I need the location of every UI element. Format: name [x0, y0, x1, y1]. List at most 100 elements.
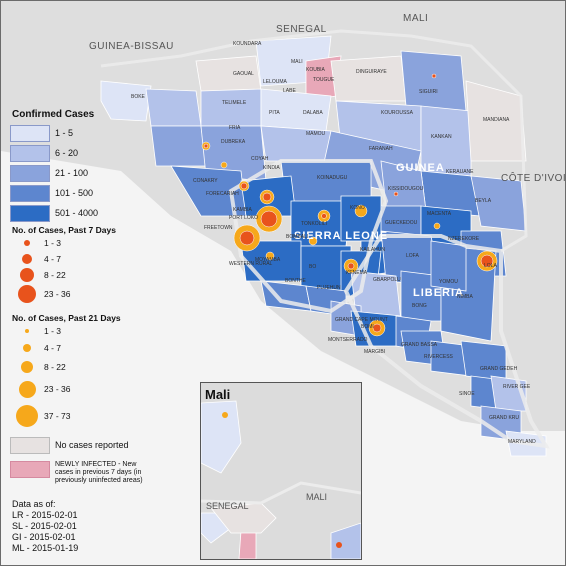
place-label: KONO	[350, 205, 365, 211]
place-label: MANDIANA	[483, 117, 510, 123]
place-label: LOLA	[484, 263, 497, 269]
date-sl: SL - 2015-02-01	[12, 521, 77, 531]
date-ml: ML - 2015-01-19	[12, 543, 79, 553]
place-label: GRAND CAPE MOUNT	[335, 317, 388, 323]
inset-label-senegal: SENEGAL	[206, 501, 249, 511]
confirmed-swatch	[10, 204, 50, 222]
past7-circle	[347, 262, 355, 270]
past21-dot	[16, 405, 38, 427]
confirmed-swatch	[10, 164, 50, 182]
past21-label: 1 - 3	[44, 326, 62, 336]
no-cases-label: No cases reported	[55, 440, 129, 450]
place-label: KAMBIA	[233, 207, 253, 213]
place-label: GBARPOLU	[373, 277, 401, 283]
past21-label: 23 - 36	[44, 384, 71, 394]
place-label: DALABA	[303, 110, 323, 116]
legend-past21-row: 4 - 7	[10, 339, 160, 357]
place-label: GUECKEDOU	[385, 220, 418, 226]
region-boke	[100, 80, 152, 122]
past21-circle	[354, 204, 368, 218]
place-label: LABE	[283, 88, 296, 94]
legend: Confirmed Cases 1 - 5 6 - 20 21 - 100 101 -…	[10, 109, 160, 485]
past21-label: 4 - 7	[44, 343, 62, 353]
label-cote-divoire: CÔTE D'IVOIRE	[501, 171, 565, 184]
past7-dot	[22, 254, 32, 264]
region-grand-gedeh	[460, 340, 507, 382]
place-label: FORECARIAH	[206, 191, 239, 197]
place-label: MAMOU	[306, 131, 326, 137]
region-siguiri	[400, 50, 467, 112]
place-label: BOMBALI	[286, 234, 308, 240]
place-label: PUJEHUN	[317, 285, 341, 291]
past7-dot	[18, 285, 36, 303]
newly-infected-swatch	[10, 461, 50, 478]
place-label: TONKOLILI	[301, 221, 327, 227]
past21-circle	[265, 251, 275, 261]
place-label: GRAND GEDEH	[480, 366, 518, 372]
past7-circle	[372, 323, 382, 333]
legend-past21-row: 23 - 36	[10, 377, 160, 401]
legend-confirmed-row: 21 - 100	[10, 163, 160, 183]
place-label: GRAND BASSA	[401, 342, 438, 348]
place-label: LOFA	[406, 253, 419, 259]
place-label: KENEMA	[346, 270, 368, 276]
past7-circle	[480, 254, 494, 268]
confirmed-swatch	[10, 144, 50, 162]
place-label: PORT LOKO	[229, 215, 258, 221]
label-sierra-leone: SIERRA LEONE	[294, 230, 388, 242]
inset-circle	[336, 542, 342, 548]
border-sierra-leone	[228, 159, 389, 314]
past21-dot	[23, 344, 31, 352]
region-pita	[200, 88, 262, 127]
place-label: MACENTA	[427, 211, 452, 217]
data-as-of-title: Data as of:	[12, 499, 56, 509]
confirmed-swatch	[10, 124, 50, 142]
past21-dot	[21, 361, 33, 373]
border-guinea	[100, 29, 528, 253]
label-guinea: GUINEA	[396, 162, 445, 174]
past7-circle	[240, 182, 248, 190]
legend-past7-row: 4 - 7	[10, 251, 160, 267]
place-label: TELIMELE	[222, 100, 247, 106]
past21-circle	[308, 236, 318, 246]
past-7-days-title: No. of Cases, Past 7 Days	[12, 225, 116, 235]
past21-label: 8 - 22	[44, 362, 66, 372]
place-label: MARYLAND	[508, 439, 536, 445]
past7-label: 23 - 36	[44, 289, 71, 299]
place-label: KAILAHUN	[360, 247, 385, 253]
label-senegal: SENEGAL	[276, 24, 327, 35]
place-label: FARANAH	[369, 146, 393, 152]
legend-newly-infected: NEWLY INFECTED - New cases in previous 7…	[10, 461, 160, 485]
place-label: BONTHE	[285, 278, 307, 284]
past21-dot	[25, 329, 29, 333]
mali-inset-map	[201, 383, 361, 559]
label-mali: MALI	[403, 13, 428, 24]
place-label: KOUNDARA	[233, 41, 262, 47]
past21-label: 37 - 73	[44, 411, 71, 421]
inset-label-mali: MALI	[306, 492, 328, 502]
place-label: DINGUIRAYE	[356, 69, 387, 75]
place-label: FRIA	[229, 125, 241, 131]
place-label: BO	[309, 264, 316, 270]
place-label: KOUBIA	[306, 67, 326, 73]
region-mandiana	[465, 80, 527, 162]
place-label: SINOE	[459, 391, 475, 397]
confirmed-label: 21 - 100	[55, 168, 89, 178]
past7-circle	[239, 230, 255, 246]
border-liberia	[343, 234, 550, 449]
mali-inset: Mali MALI SENEGAL	[200, 382, 362, 560]
past7-circle	[203, 143, 209, 149]
data-as-of: Data as of: LR - 2015-02-01 SL - 2015-02…	[12, 499, 78, 554]
legend-confirmed-row: 1 - 5	[10, 123, 160, 143]
inset-circle	[222, 412, 228, 418]
place-label: WESTERN RURAL	[229, 261, 273, 267]
legend-past21-row: 1 - 3	[10, 323, 160, 339]
place-label: KOINADUGU	[317, 175, 348, 181]
past7-label: 4 - 7	[44, 254, 62, 264]
legend-past7-row: 1 - 3	[10, 235, 160, 251]
past21-circle	[433, 222, 441, 230]
legend-confirmed-row: 6 - 20	[10, 143, 160, 163]
region-yomou	[430, 240, 467, 292]
